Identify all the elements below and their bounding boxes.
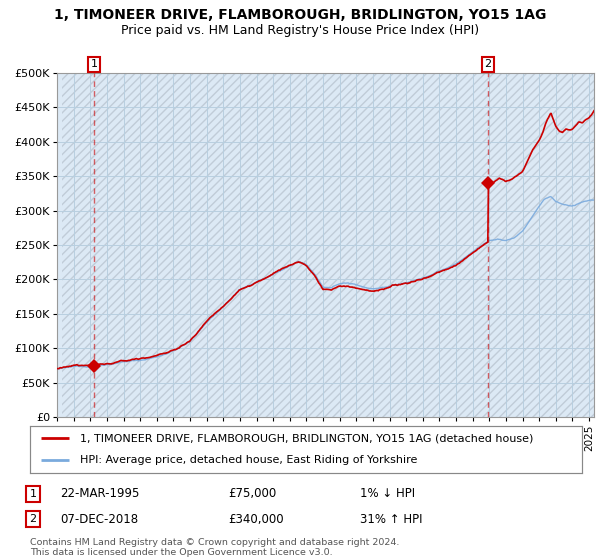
Text: 22-MAR-1995: 22-MAR-1995 bbox=[60, 487, 139, 501]
Text: £340,000: £340,000 bbox=[228, 512, 284, 526]
Text: 07-DEC-2018: 07-DEC-2018 bbox=[60, 512, 138, 526]
Text: Contains HM Land Registry data © Crown copyright and database right 2024.
This d: Contains HM Land Registry data © Crown c… bbox=[30, 538, 400, 557]
Text: 2: 2 bbox=[484, 59, 491, 69]
Text: 1, TIMONEER DRIVE, FLAMBOROUGH, BRIDLINGTON, YO15 1AG (detached house): 1, TIMONEER DRIVE, FLAMBOROUGH, BRIDLING… bbox=[80, 433, 533, 444]
Text: Price paid vs. HM Land Registry's House Price Index (HPI): Price paid vs. HM Land Registry's House … bbox=[121, 24, 479, 36]
Text: 1, TIMONEER DRIVE, FLAMBOROUGH, BRIDLINGTON, YO15 1AG: 1, TIMONEER DRIVE, FLAMBOROUGH, BRIDLING… bbox=[54, 8, 546, 22]
Text: £75,000: £75,000 bbox=[228, 487, 276, 501]
Text: 1: 1 bbox=[91, 59, 97, 69]
Text: 1: 1 bbox=[29, 489, 37, 499]
Text: 2: 2 bbox=[29, 514, 37, 524]
Text: 31% ↑ HPI: 31% ↑ HPI bbox=[360, 512, 422, 526]
Text: HPI: Average price, detached house, East Riding of Yorkshire: HPI: Average price, detached house, East… bbox=[80, 455, 417, 465]
Text: 1% ↓ HPI: 1% ↓ HPI bbox=[360, 487, 415, 501]
